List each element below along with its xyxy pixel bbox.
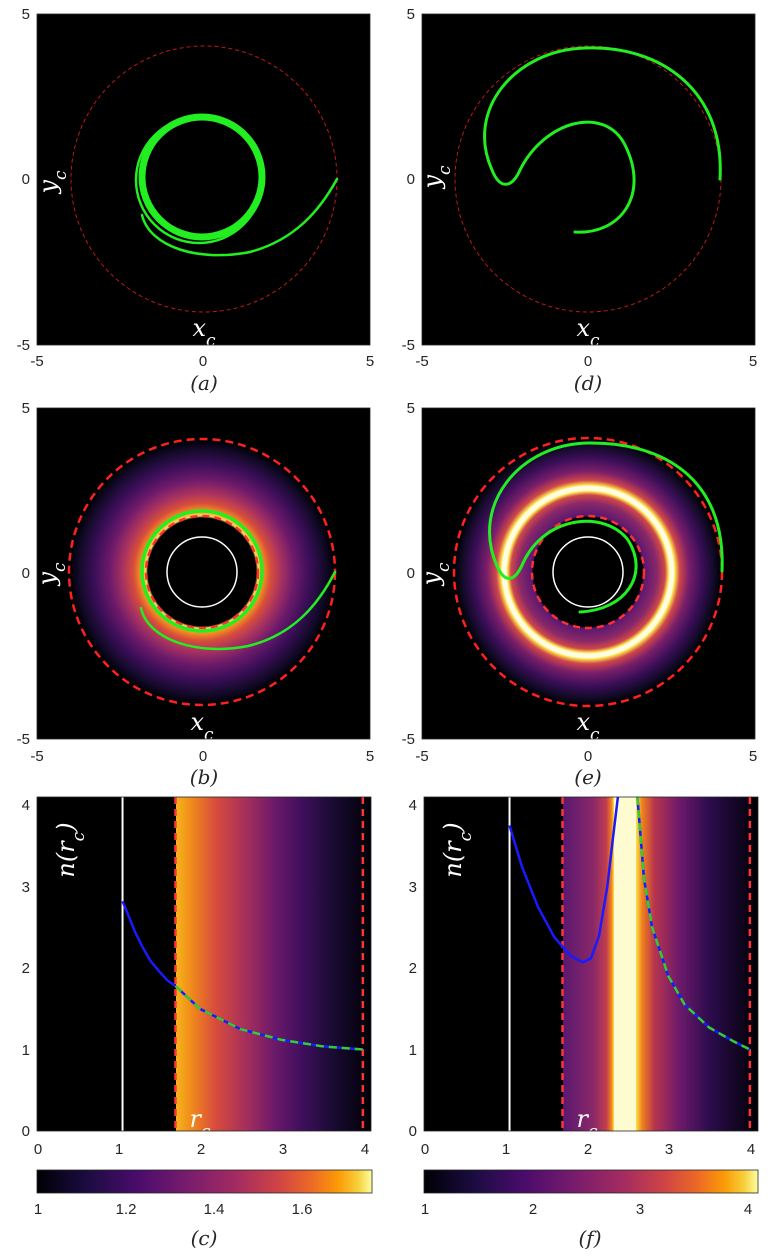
- plot-area-d: [422, 14, 755, 345]
- colorbar-tick: 1: [34, 1201, 42, 1218]
- x-tick: 0: [34, 1141, 42, 1158]
- colorbar-tick: 4: [744, 1201, 752, 1218]
- panel-caption: (e): [574, 765, 601, 789]
- series-f-0: [508, 796, 620, 964]
- trajectory-path: [140, 177, 339, 257]
- y-tick: 2: [409, 960, 417, 977]
- y-tick: 0: [22, 1123, 30, 1140]
- colorbar-tick: 2: [529, 1201, 537, 1218]
- series-c-0: [121, 900, 177, 988]
- trajectory-ring: [140, 509, 264, 633]
- colorbar-tick: 1: [421, 1201, 429, 1218]
- y-tick: -5: [17, 337, 30, 354]
- density-band: [176, 797, 371, 1131]
- panel-caption: (b): [190, 765, 218, 789]
- x-tick: 1: [502, 1141, 510, 1158]
- colorbar-f: [423, 1169, 759, 1194]
- axes-frame: [36, 407, 371, 740]
- inner-boundary-circle: [166, 536, 238, 608]
- x-tick: 5: [366, 748, 374, 765]
- axes-frame: [36, 13, 371, 346]
- x-tick: 5: [749, 353, 757, 370]
- trajectory-path: [139, 570, 337, 651]
- panel-caption: (a): [190, 371, 218, 395]
- x-tick: -5: [415, 748, 428, 765]
- panel-b: yc xc 5 0 -5 -5 0 5 (b): [17, 400, 375, 789]
- x-tick: 5: [366, 353, 374, 370]
- x-tick: -5: [415, 353, 428, 370]
- x-tick: 2: [197, 1141, 205, 1158]
- inner-boundary-circle: [552, 536, 624, 608]
- y-tick: 1: [409, 1042, 417, 1059]
- y-tick: 3: [22, 879, 30, 896]
- x-tick: 0: [584, 353, 592, 370]
- trajectory-path: [483, 46, 722, 234]
- x-tick: 4: [361, 1141, 369, 1158]
- trajectory-path: [488, 441, 724, 614]
- density-field: [455, 439, 721, 705]
- panel-caption: (f): [578, 1226, 601, 1250]
- critical-circle: [144, 514, 260, 630]
- y-tick: 5: [22, 400, 30, 417]
- series-c-1: [174, 985, 363, 1051]
- trajectory-ring: [134, 115, 264, 245]
- density-peak: [614, 797, 636, 1131]
- colorbar-tick: 1.6: [292, 1201, 313, 1218]
- trajectory-a: [134, 113, 339, 257]
- panel-d: yc xc 5 0 -5 -5 0 5 (d): [402, 6, 758, 395]
- panel-a: yc xc 5 0 -5 -5 0 5 (a): [17, 6, 375, 395]
- y-tick: -5: [17, 731, 30, 748]
- lines-f: [508, 796, 752, 1131]
- y-tick: 4: [22, 797, 30, 814]
- x-tick: 3: [279, 1141, 287, 1158]
- density-band: [563, 797, 614, 1131]
- x-tick: 2: [584, 1141, 592, 1158]
- density-band: [636, 797, 758, 1131]
- y-tick: 5: [407, 400, 415, 417]
- y-tick: 0: [409, 1123, 417, 1140]
- x-tick: 1: [115, 1141, 123, 1158]
- colorbar-tick: 3: [636, 1201, 644, 1218]
- panel-caption: (c): [191, 1226, 218, 1250]
- panel-c: n(rc) rc 0 1 2 3 4 0 1 2 3 4 1 1.2 1.4 1…: [22, 797, 373, 1250]
- density-field: [70, 440, 334, 704]
- x-tick: 3: [665, 1141, 673, 1158]
- panel-caption: (d): [574, 371, 602, 395]
- y-tick: 0: [407, 171, 415, 188]
- y-tick: 5: [22, 6, 30, 23]
- x-tick: 0: [199, 748, 207, 765]
- trajectory-b: [139, 509, 337, 651]
- y-tick: 2: [22, 960, 30, 977]
- x-tick: 5: [749, 748, 757, 765]
- colorbar-tick: 1.2: [116, 1201, 137, 1218]
- axes-frame: [421, 13, 756, 346]
- y-tick: 5: [407, 6, 415, 23]
- y-tick: 0: [407, 565, 415, 582]
- y-tick: 4: [409, 797, 417, 814]
- x-tick: -5: [30, 748, 43, 765]
- y-tick: 1: [22, 1042, 30, 1059]
- axes-frame: [36, 796, 372, 1132]
- y-tick: 3: [409, 879, 417, 896]
- lines-c: [121, 797, 365, 1131]
- y-tick: 0: [22, 565, 30, 582]
- y-tick: 0: [22, 171, 30, 188]
- plot-area-a: [37, 14, 370, 345]
- panel-f: n(rc) rc 0 1 2 3 4 0 1 2 3 4 1 2 3 4 (f): [409, 796, 759, 1250]
- x-tick: -5: [30, 353, 43, 370]
- y-tick: -5: [402, 731, 415, 748]
- colorbar-tick: 1.4: [204, 1201, 225, 1218]
- x-tick: 4: [747, 1141, 755, 1158]
- x-tick: 0: [584, 748, 592, 765]
- colorbar-c: [36, 1169, 373, 1194]
- axes-frame: [421, 407, 756, 740]
- x-tick: 0: [199, 353, 207, 370]
- critical-circle: [530, 514, 646, 630]
- panel-e: yc xc 5 0 -5 -5 0 5 (e): [402, 400, 758, 789]
- axes-frame: [423, 796, 759, 1132]
- series-f-1: [636, 796, 751, 1051]
- x-tick: 0: [421, 1141, 429, 1158]
- y-tick: -5: [402, 337, 415, 354]
